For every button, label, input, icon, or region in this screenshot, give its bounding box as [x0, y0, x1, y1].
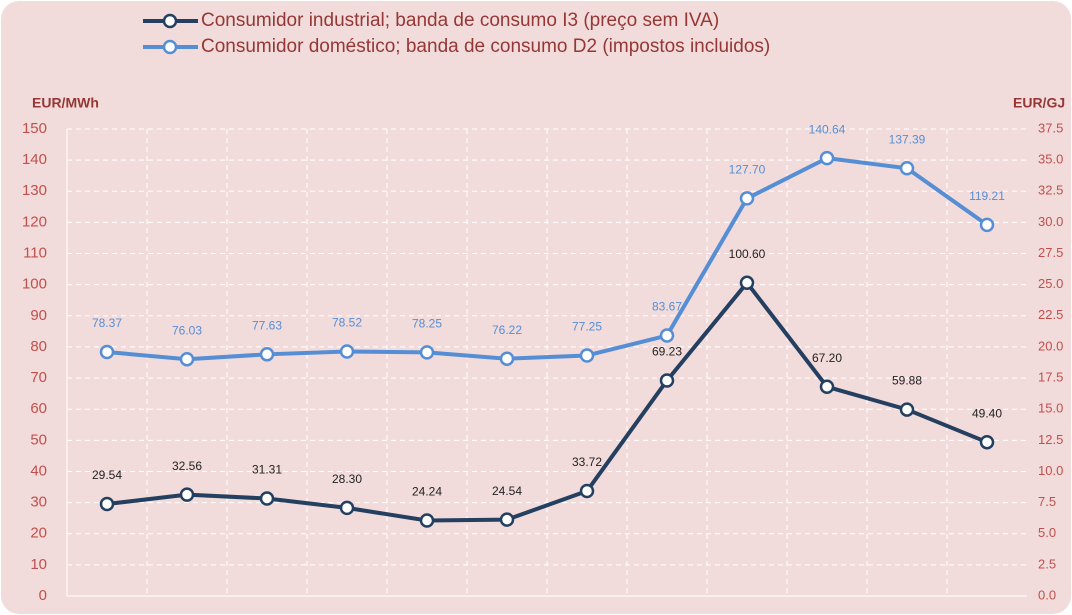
y-tick-label: 120 [22, 213, 47, 230]
data-point [259, 347, 275, 362]
legend-marker [162, 39, 178, 55]
y2-tick-label: 32.5 [1038, 183, 1063, 198]
y-tick-label: 90 [30, 307, 47, 324]
data-label: 119.21 [969, 189, 1005, 203]
data-label: 76.22 [492, 323, 522, 337]
data-point [339, 344, 355, 359]
data-point [739, 275, 755, 291]
y2-tick-label: 35.0 [1038, 152, 1063, 167]
data-label: 140.64 [809, 122, 846, 136]
data-point [179, 352, 195, 367]
y-tick-label: 60 [30, 400, 47, 417]
y-tick-label: 50 [30, 431, 47, 448]
y2-tick-label: 2.5 [1038, 556, 1056, 571]
data-label: 33.72 [572, 455, 602, 469]
data-point [99, 344, 115, 360]
y2-tick-label: 10.0 [1038, 463, 1063, 478]
data-point [979, 217, 995, 233]
data-point [259, 491, 275, 506]
y2-tick-label: 12.5 [1038, 432, 1063, 447]
data-label: 49.40 [972, 406, 1002, 420]
y2-tick-label: 7.5 [1038, 494, 1056, 509]
data-point [899, 402, 915, 417]
data-label: 77.25 [572, 320, 602, 334]
data-point [579, 348, 595, 363]
data-point [179, 487, 195, 502]
data-point [979, 434, 995, 450]
data-label: 31.31 [252, 463, 282, 477]
data-label: 29.54 [92, 468, 122, 482]
series-line [106, 156, 989, 362]
data-label: 32.56 [172, 459, 202, 473]
data-point [819, 150, 835, 166]
y-tick-label: 70 [30, 369, 47, 386]
y2-tick-label: 30.0 [1038, 214, 1063, 229]
data-label: 78.25 [412, 317, 442, 331]
data-point [419, 513, 435, 528]
data-label: 78.37 [92, 316, 122, 330]
y2-tick-label: 27.5 [1038, 245, 1063, 260]
data-label: 76.03 [172, 323, 202, 337]
y-tick-label: 100 [22, 276, 47, 293]
y-tick-label: 0 [39, 587, 47, 604]
data-point [419, 345, 435, 360]
series-line [106, 280, 988, 523]
data-label: 100.60 [729, 247, 766, 261]
data-point [899, 161, 915, 176]
legend-marker [162, 13, 178, 29]
y2-tick-label: 0.0 [1038, 587, 1056, 602]
data-label: 24.54 [492, 484, 522, 498]
data-point [819, 379, 835, 395]
data-point [499, 351, 515, 366]
data-label: 83.67 [652, 300, 682, 314]
data-point [659, 373, 675, 388]
legend-label: Consumidor industrial; banda de consumo … [201, 10, 719, 31]
data-point [499, 512, 515, 527]
data-label: 137.39 [889, 132, 926, 146]
y2-tick-label: 15.0 [1038, 401, 1063, 416]
data-point [739, 191, 755, 206]
y2-tick-label: 20.0 [1038, 338, 1063, 353]
y-tick-label: 40 [30, 462, 47, 479]
data-label: 59.88 [892, 374, 922, 388]
data-label: 127.70 [729, 163, 766, 177]
y2-axis-title: EUR/GJ [1013, 95, 1065, 111]
legend-label: Consumidor doméstico; banda de consumo D… [201, 36, 770, 57]
y2-tick-label: 17.5 [1038, 370, 1063, 385]
y-tick-label: 10 [30, 556, 47, 573]
y2-tick-label: 25.0 [1038, 276, 1063, 291]
y-tick-label: 110 [23, 245, 47, 262]
data-point [339, 500, 355, 516]
data-label: 24.24 [412, 485, 442, 499]
y2-tick-label: 22.5 [1038, 307, 1063, 322]
y-tick-label: 80 [30, 338, 47, 355]
y2-tick-label: 5.0 [1038, 525, 1056, 540]
y-axis-title: EUR/MWh [32, 95, 99, 111]
data-label: 77.63 [252, 318, 282, 332]
y-tick-label: 20 [30, 525, 47, 542]
data-point [99, 496, 115, 512]
y-tick-label: 30 [30, 494, 47, 511]
data-label: 78.52 [332, 316, 362, 330]
data-label: 69.23 [652, 345, 682, 359]
y-tick-label: 140 [22, 151, 47, 168]
data-label: 28.30 [332, 472, 362, 486]
y2-tick-label: 37.5 [1038, 120, 1063, 135]
data-point [579, 483, 595, 499]
y-tick-label: 130 [22, 182, 47, 199]
data-point [659, 328, 675, 343]
data-label: 67.20 [812, 351, 842, 365]
y-tick-label: 150 [22, 120, 47, 137]
